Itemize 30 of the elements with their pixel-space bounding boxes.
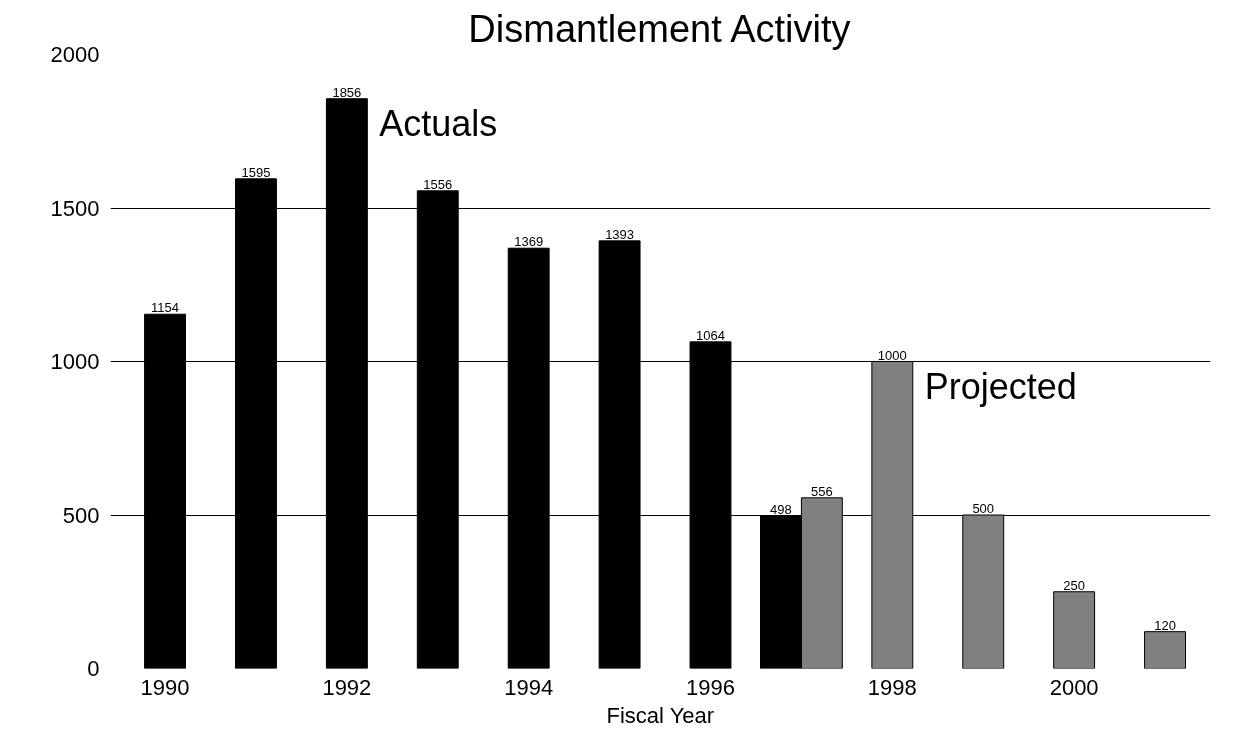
x-tick-label: 1996 xyxy=(686,674,735,700)
data-label: 498 xyxy=(770,501,792,517)
data-label: 1369 xyxy=(514,234,544,250)
data-label: 1856 xyxy=(332,84,362,100)
series-label: Actuals xyxy=(379,102,498,144)
data-label: 1154 xyxy=(151,300,180,316)
bar xyxy=(1053,591,1096,669)
data-label: 1595 xyxy=(241,164,271,180)
data-label: 250 xyxy=(1063,577,1085,593)
chart-title: Dismantlement Activity xyxy=(468,7,851,50)
y-tick-label: 2000 xyxy=(50,42,100,67)
data-label: 120 xyxy=(1154,617,1176,633)
x-tick-label: 1992 xyxy=(322,674,372,700)
series-label: Projected xyxy=(924,365,1077,407)
data-label: 1556 xyxy=(423,176,453,192)
data-label: 500 xyxy=(972,501,995,516)
x-axis-title: Fiscal Year xyxy=(606,702,715,728)
data-label: 556 xyxy=(811,483,833,499)
x-tick-label: 1990 xyxy=(140,674,190,700)
bar xyxy=(1144,631,1186,669)
data-label: 1064 xyxy=(696,327,725,343)
y-tick-label: 1000 xyxy=(50,349,100,374)
y-tick-label: 1500 xyxy=(50,195,100,221)
y-tick-label: 0 xyxy=(87,656,100,681)
x-tick-label: 2000 xyxy=(1049,674,1099,700)
x-tick-label: 1998 xyxy=(867,674,917,700)
y-tick-label: 500 xyxy=(62,502,100,528)
data-label: 1393 xyxy=(605,226,635,242)
x-tick-label: 1994 xyxy=(504,674,554,700)
data-label: 1000 xyxy=(877,347,907,363)
